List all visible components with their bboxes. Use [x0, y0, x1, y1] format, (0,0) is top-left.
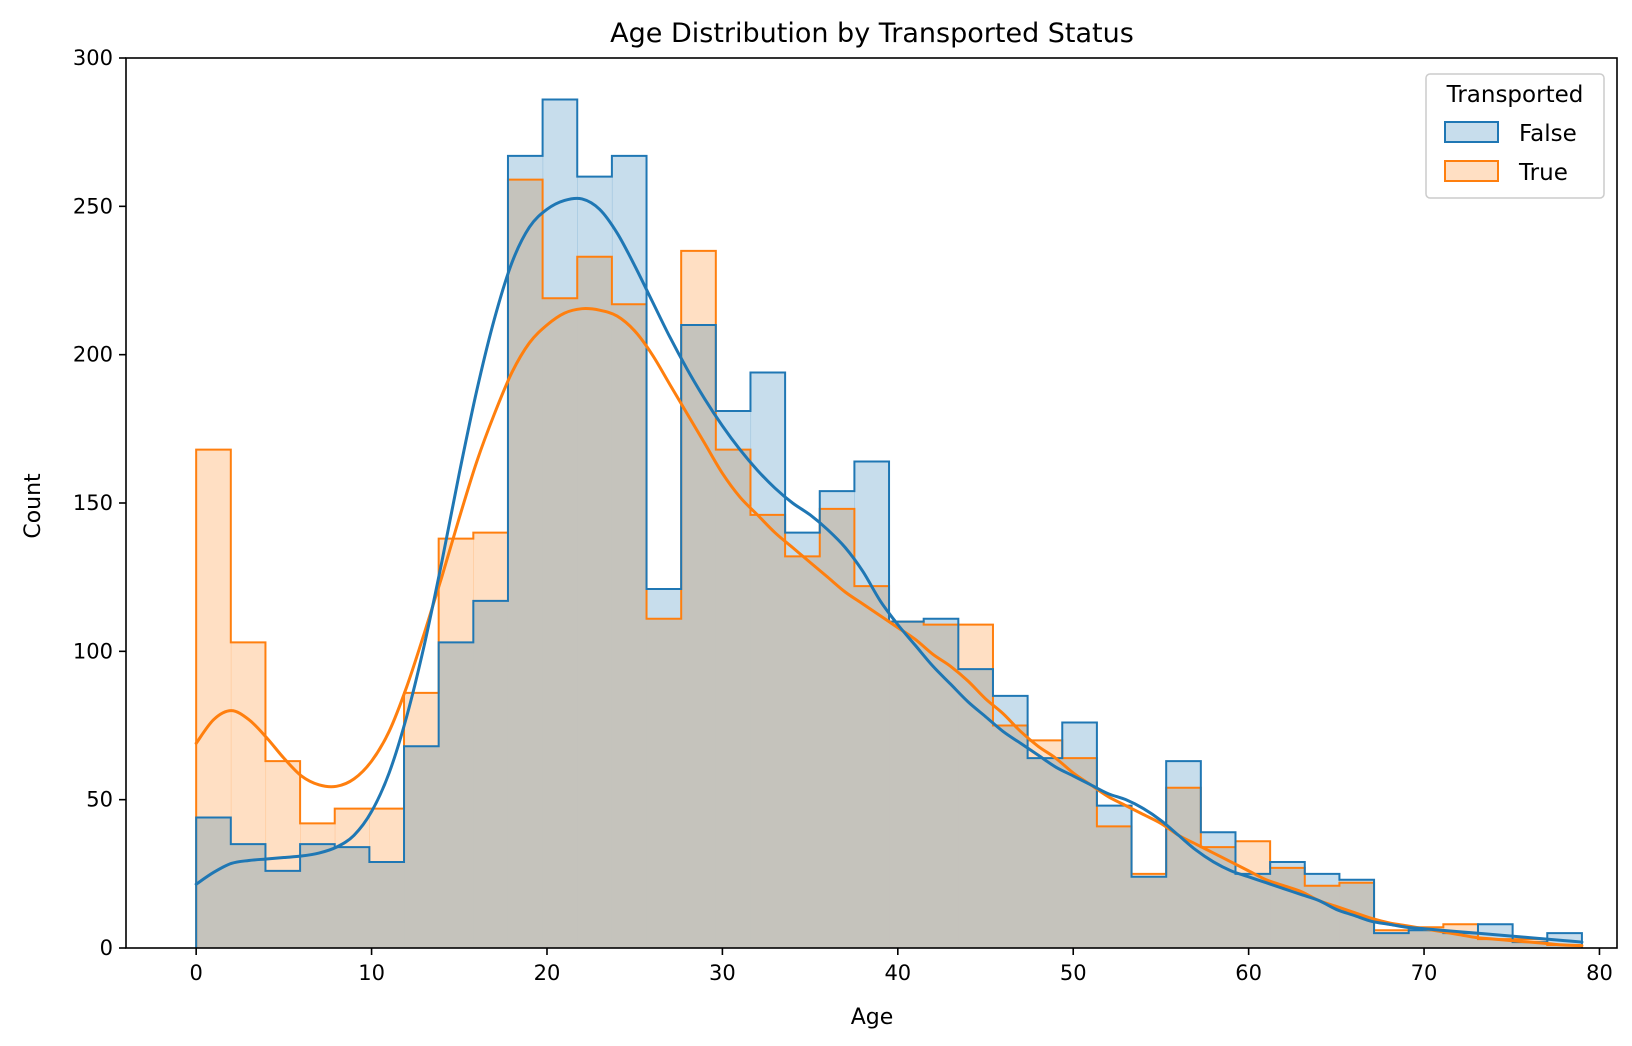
y-axis-label: Count — [21, 473, 46, 539]
y-tick-label-0: 0 — [100, 936, 113, 960]
bar-overlap-34 — [1374, 933, 1410, 948]
legend-frame — [1425, 73, 1605, 199]
bar-overlap-16 — [750, 514, 786, 948]
bar-overlap-38 — [1512, 942, 1548, 948]
bar-overlap-20 — [889, 621, 925, 948]
true-series-fill-layer — [196, 250, 1548, 943]
y-tick-label-50: 50 — [86, 788, 113, 812]
x-tick-label-30: 30 — [709, 961, 736, 985]
bar-overlap-21 — [923, 624, 959, 948]
bar-false-28 — [1166, 761, 1202, 788]
bar-overlap-27 — [1131, 876, 1167, 948]
bar-overlap-28 — [1166, 787, 1202, 948]
bar-overlap-15 — [715, 449, 752, 948]
bar-overlap-18 — [819, 508, 855, 948]
bar-true-1 — [230, 642, 267, 845]
bar-true-5 — [369, 808, 405, 862]
bar-true-27 — [1131, 873, 1167, 877]
bar-true-3 — [300, 823, 336, 845]
x-tick-label-50: 50 — [1060, 961, 1087, 985]
bar-overlap-4 — [334, 847, 370, 948]
bar-overlap-12 — [611, 304, 648, 948]
bar-false-15 — [715, 411, 752, 450]
bar-true-0 — [196, 449, 232, 818]
bar-true-36 — [1443, 924, 1479, 934]
bar-overlap-14 — [681, 325, 717, 948]
bar-false-21 — [923, 618, 959, 625]
bar-overlap-9 — [507, 179, 544, 949]
step-outline-false — [195, 98, 1583, 948]
legend-swatch-true — [1444, 160, 1499, 182]
y-tick-label-300: 300 — [73, 46, 113, 70]
bar-false-39 — [1547, 933, 1583, 946]
bar-true-4 — [334, 808, 370, 848]
bar-overlap-35 — [1408, 930, 1444, 948]
bar-true-7 — [438, 538, 474, 643]
bar-false-29 — [1200, 832, 1237, 848]
bar-false-25 — [1062, 722, 1098, 759]
x-tick-label-40: 40 — [884, 961, 911, 985]
bar-true-30 — [1235, 841, 1271, 874]
bar-false-26 — [1096, 805, 1133, 827]
bar-false-9 — [507, 155, 544, 180]
axes-layer: 0 10 20 30 40 50 60 70 80 0 50 100 150 200 250 300 — [73, 46, 1618, 985]
bar-overlap-17 — [785, 556, 821, 948]
y-tick-label-100: 100 — [73, 639, 113, 663]
chart-title: Age Distribution by Transported Status — [610, 18, 1134, 49]
legend-label-false: False — [1519, 121, 1577, 147]
bar-overlap-26 — [1096, 826, 1133, 948]
bar-overlap-8 — [473, 600, 509, 948]
kde-curve-true — [194, 307, 1584, 948]
bar-overlap-0 — [196, 817, 232, 948]
bar-false-13 — [646, 589, 682, 619]
overlap-fill-layer — [196, 179, 1583, 949]
bar-false-33 — [1339, 879, 1375, 883]
bar-true-14 — [681, 250, 717, 325]
legend: Transported False True — [1425, 73, 1605, 199]
x-axis-label: Age — [851, 1005, 894, 1030]
bar-overlap-2 — [265, 870, 301, 948]
legend-title: Transported — [1446, 82, 1584, 108]
bar-overlap-19 — [854, 586, 890, 948]
bar-overlap-24 — [1027, 758, 1063, 948]
x-tick-label-70: 70 — [1411, 961, 1438, 985]
bar-true-8 — [473, 532, 509, 601]
y-tick-label-150: 150 — [73, 491, 113, 515]
bar-overlap-25 — [1062, 758, 1098, 948]
bar-overlap-37 — [1477, 939, 1514, 948]
bar-true-2 — [265, 761, 301, 871]
bar-overlap-31 — [1270, 867, 1306, 948]
bar-true-34 — [1374, 930, 1410, 934]
bar-overlap-5 — [369, 861, 405, 948]
bar-true-38 — [1512, 939, 1548, 943]
bar-overlap-23 — [992, 725, 1029, 948]
y-tick-label-250: 250 — [73, 194, 113, 218]
x-tick-label-60: 60 — [1235, 961, 1262, 985]
legend-label-true: True — [1518, 160, 1568, 186]
x-tick-label-20: 20 — [534, 961, 561, 985]
bar-overlap-10 — [542, 298, 578, 948]
bar-false-32 — [1304, 873, 1341, 886]
bar-overlap-30 — [1235, 873, 1271, 948]
y-tick-label-200: 200 — [73, 343, 113, 367]
bar-true-22 — [958, 624, 994, 670]
bar-overlap-6 — [404, 746, 440, 948]
bar-overlap-13 — [646, 618, 682, 948]
bar-false-31 — [1270, 861, 1306, 868]
x-tick-label-0: 0 — [189, 961, 202, 985]
bar-overlap-22 — [958, 669, 994, 948]
bar-overlap-3 — [300, 844, 336, 948]
step-outline-layer — [195, 98, 1583, 948]
bar-overlap-11 — [577, 256, 613, 948]
kde-curve-false — [194, 196, 1584, 944]
x-tick-label-80: 80 — [1586, 961, 1613, 985]
bar-false-18 — [819, 491, 855, 509]
x-tick-label-10: 10 — [358, 961, 385, 985]
kde-curve-layer — [194, 196, 1584, 948]
legend-swatch-false — [1444, 121, 1499, 143]
bar-overlap-7 — [438, 642, 474, 948]
